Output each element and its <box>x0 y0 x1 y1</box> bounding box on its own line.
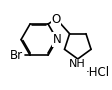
Text: Br: Br <box>10 49 23 62</box>
Text: N: N <box>52 33 61 46</box>
Text: O: O <box>51 13 60 26</box>
Text: NH: NH <box>68 59 85 69</box>
Text: ·HCl: ·HCl <box>85 66 109 78</box>
